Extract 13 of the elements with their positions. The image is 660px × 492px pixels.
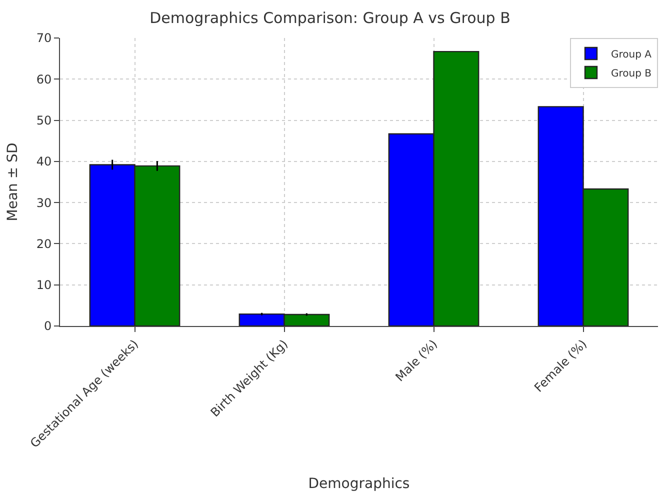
- y-tick-label: 30: [36, 196, 52, 210]
- y-tick-label: 0: [44, 319, 52, 334]
- y-tick-label: 40: [36, 154, 52, 169]
- y-tick-label: 50: [36, 113, 52, 128]
- y-tick-label: 20: [36, 236, 52, 251]
- y-tick-label: 10: [36, 278, 52, 292]
- y-tick-label: 60: [36, 72, 52, 86]
- chart-title: Demographics Comparison: Group A vs Group B: [150, 8, 510, 27]
- legend-label: Group A: [611, 49, 652, 60]
- y-axis-title: Mean ± SD: [4, 142, 21, 222]
- legend-label: Group B: [611, 68, 652, 80]
- x-axis-title: Demographics: [308, 476, 410, 492]
- y-tick-label: 70: [36, 31, 52, 46]
